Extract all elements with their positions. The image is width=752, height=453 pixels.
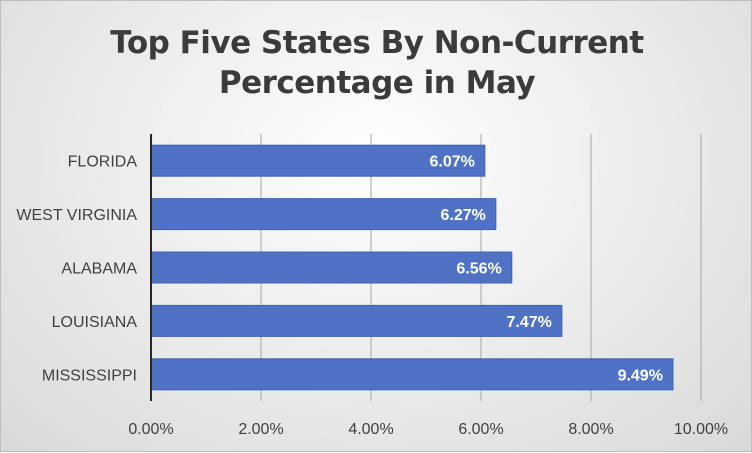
data-label: 7.47% (506, 314, 551, 331)
x-tick-label: 0.00% (128, 421, 173, 438)
bar (150, 198, 497, 231)
chart-title: Top Five States By Non-Current Percentag… (1, 23, 752, 103)
category-label: ALABAMA (61, 261, 137, 278)
x-tick-label: 4.00% (348, 421, 393, 438)
chart-title-line-1: Top Five States By Non-Current (110, 25, 644, 61)
category-label: FLORIDA (68, 154, 138, 171)
data-label: 6.56% (456, 261, 501, 278)
x-tick-label: 6.00% (458, 421, 503, 438)
bar (150, 304, 563, 337)
data-label: 6.27% (440, 207, 485, 224)
category-label: LOUISIANA (52, 314, 138, 331)
x-tick-label: 8.00% (568, 421, 613, 438)
data-label: 9.49% (618, 367, 663, 384)
chart-title-line-2: Percentage in May (218, 65, 536, 101)
category-label: MISSISSIPPI (42, 367, 137, 384)
x-tick-label: 10.00% (674, 421, 728, 438)
x-tick-label: 2.00% (238, 421, 283, 438)
bar (150, 358, 674, 391)
data-label: 6.07% (429, 154, 474, 171)
category-label: WEST VIRGINIA (16, 207, 137, 224)
bar (150, 144, 486, 177)
